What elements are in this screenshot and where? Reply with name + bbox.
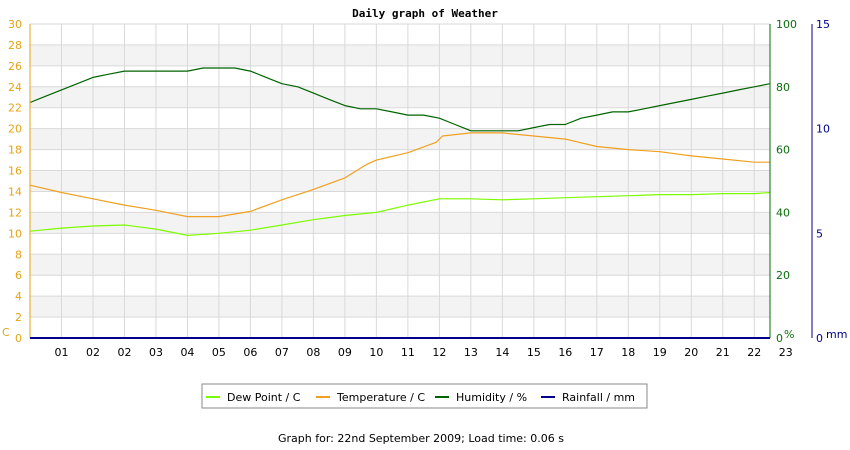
y-tick-label-left: 16 [8, 165, 22, 178]
x-tick-label: 21 [716, 346, 730, 359]
x-tick-label: 04 [180, 346, 194, 359]
band [30, 275, 770, 297]
band [30, 44, 770, 66]
y-tick-label-left: 10 [8, 227, 22, 240]
series-line-0 [29, 191, 771, 236]
y-tick-label-left: 22 [8, 102, 22, 115]
y-tick-label-left: 6 [15, 269, 22, 282]
series-line-2 [29, 67, 771, 132]
x-tick-label: 16 [558, 346, 572, 359]
x-tick-label: 10 [369, 346, 383, 359]
band [30, 65, 770, 87]
chart-footer: Graph for: 22nd September 2009; Load tim… [278, 432, 564, 445]
legend-label: Temperature / C [336, 391, 425, 404]
band [30, 86, 770, 108]
x-tick-label: 01 [54, 346, 68, 359]
legend: Dew Point / C Temperature / C Humidity / %… [201, 383, 648, 409]
x-tick-label: 19 [653, 346, 667, 359]
legend-label: Humidity / % [456, 391, 527, 404]
y-tick-label-left: 4 [15, 290, 22, 303]
x-tick-label: 05 [212, 346, 226, 359]
band [30, 128, 770, 150]
y-tick-label-left: 26 [8, 60, 22, 73]
band [30, 317, 770, 338]
x-tick-label: 15 [527, 346, 541, 359]
y-tick-label-right: 100 [776, 18, 797, 31]
x-tick-label: 08 [306, 346, 320, 359]
legend-label: Dew Point / C [227, 391, 301, 404]
y-tick-label-left: 20 [8, 123, 22, 136]
left-axis-unit: C [2, 326, 10, 339]
band [30, 170, 770, 192]
band [30, 296, 770, 318]
x-tick-label: 03 [149, 346, 163, 359]
band [30, 254, 770, 276]
plot-bands [30, 24, 770, 338]
x-tick-label: 12 [432, 346, 446, 359]
y-tick-label-right: 20 [776, 269, 790, 282]
y-tick-label-left: 14 [8, 185, 22, 198]
x-tick-label: 07 [275, 346, 289, 359]
band [30, 233, 770, 255]
y-tick-label-rain: 10 [816, 123, 830, 136]
chart-title: Daily graph of Weather [352, 7, 498, 20]
right-axis-unit: % [784, 328, 794, 341]
x-tick-label: 09 [338, 346, 352, 359]
y-tick-label-left: 0 [15, 332, 22, 345]
x-tick-label: 17 [590, 346, 604, 359]
band [30, 107, 770, 129]
x-tick-label: 13 [464, 346, 478, 359]
y-tick-label-right: 80 [776, 81, 790, 94]
y-tick-label-rain: 5 [816, 227, 823, 240]
x-tick-label: 23 [779, 346, 793, 359]
y-tick-label-left: 30 [8, 18, 22, 31]
y-tick-label-left: 24 [8, 81, 22, 94]
y-tick-label-rain: 0 [816, 332, 823, 345]
x-tick-label: 14 [495, 346, 509, 359]
x-tick-label: 11 [401, 346, 415, 359]
x-tick-label: 06 [243, 346, 257, 359]
band [30, 149, 770, 171]
series-line-1 [29, 132, 770, 218]
y-tick-label-left: 28 [8, 39, 22, 52]
band [30, 212, 770, 234]
plot-grid [30, 23, 770, 339]
x-tick-label: 02 [86, 346, 100, 359]
y-tick-label-rain: 15 [816, 18, 830, 31]
y-tick-label-left: 2 [15, 311, 22, 324]
band [30, 24, 770, 45]
x-tick-label: 02 [117, 346, 131, 359]
rain-axis-unit: mm [826, 328, 847, 341]
y-tick-label-left: 12 [8, 206, 22, 219]
y-tick-label-right: 40 [776, 206, 790, 219]
y-tick-label-right: 0 [776, 332, 783, 345]
x-tick-label: 22 [747, 346, 761, 359]
y-tick-label-right: 60 [776, 144, 790, 157]
y-tick-label-left: 8 [15, 248, 22, 261]
legend-box [201, 383, 648, 409]
y-tick-label-left: 18 [8, 144, 22, 157]
legend-label: Rainfall / mm [562, 391, 635, 404]
x-tick-label: 20 [684, 346, 698, 359]
x-tick-label: 18 [621, 346, 635, 359]
